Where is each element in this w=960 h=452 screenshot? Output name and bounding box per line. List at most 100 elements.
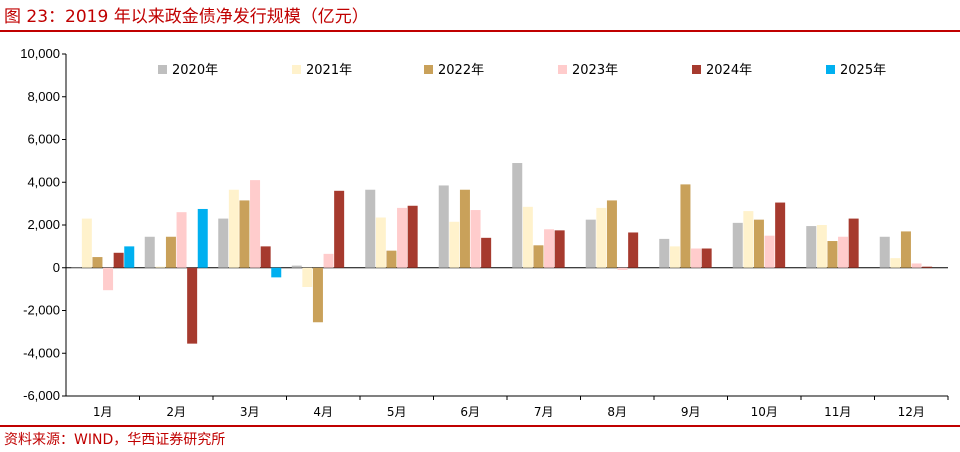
bar — [900, 231, 911, 268]
chart-axes: 10,000 8,000 6,000 4,000 2,000 0 -2,000 -4,000 -… — [20, 46, 949, 419]
legend-label: 2023年 — [572, 63, 618, 78]
x-tick-label: 12月 — [898, 405, 925, 419]
bar — [806, 226, 817, 268]
footer-divider — [0, 425, 960, 427]
chart-legend: 2020年 2021年 2022年 2023年 2024年 2025年 — [158, 63, 886, 78]
y-tick-label: 0 — [53, 260, 60, 275]
bar — [197, 208, 208, 268]
y-tick-label: 4,000 — [27, 174, 60, 189]
bar — [165, 236, 176, 268]
bar — [922, 266, 933, 268]
bar — [365, 189, 376, 268]
chart-title: 图 23：2019 年以来政金债净发行规模（亿元） — [4, 7, 369, 27]
legend-label: 2025年 — [840, 63, 886, 78]
x-tick-label: 11月 — [824, 405, 851, 419]
bar — [848, 218, 859, 268]
bar — [617, 267, 628, 270]
x-tick-label: 9月 — [681, 405, 701, 419]
bar — [481, 237, 492, 268]
legend-label: 2021年 — [306, 63, 352, 78]
bar — [691, 248, 702, 268]
bar — [669, 246, 680, 268]
x-tick-label: 8月 — [607, 405, 627, 419]
bar — [544, 229, 555, 268]
bar — [375, 217, 386, 268]
x-tick-label: 10月 — [751, 405, 778, 419]
bar — [250, 180, 261, 268]
x-tick-label: 6月 — [460, 405, 480, 419]
bar — [312, 267, 323, 323]
bar — [554, 230, 565, 268]
x-tick-label: 2月 — [166, 405, 186, 419]
x-tick-label: 7月 — [534, 405, 554, 419]
bar — [606, 200, 617, 268]
bar — [302, 267, 313, 287]
bar — [334, 190, 345, 268]
bar — [218, 218, 229, 268]
x-tick-label: 3月 — [240, 405, 260, 419]
bar — [187, 267, 198, 344]
bar — [680, 184, 691, 268]
legend-swatch — [692, 65, 701, 74]
bar — [816, 225, 827, 268]
bar — [103, 267, 114, 291]
bar — [176, 212, 187, 268]
bar — [239, 200, 250, 268]
bar — [155, 266, 166, 268]
legend-label: 2024年 — [706, 63, 752, 78]
bar — [596, 207, 607, 268]
bar — [732, 222, 743, 268]
bar — [291, 265, 302, 268]
bar — [271, 267, 282, 278]
legend-swatch — [158, 65, 167, 74]
bar — [459, 189, 470, 268]
y-tick-label: 2,000 — [27, 217, 60, 232]
x-tick-label: 5月 — [387, 405, 407, 419]
y-tick-label: 6,000 — [27, 132, 60, 147]
legend-label: 2020年 — [172, 63, 218, 78]
title-bar: 图 23：2019 年以来政金债净发行规模（亿元） — [0, 0, 960, 30]
source-note: 资料来源：WIND，华西证券研究所 — [4, 432, 226, 448]
y-tick-label: 10,000 — [20, 46, 60, 61]
legend-swatch — [292, 65, 301, 74]
y-tick-label: 8,000 — [27, 89, 60, 104]
bar — [659, 238, 670, 268]
bar — [81, 218, 92, 268]
bar — [879, 236, 890, 268]
chart-bars — [71, 163, 933, 344]
bar — [522, 206, 533, 268]
y-tick-label: -2,000 — [23, 303, 60, 318]
bar — [71, 267, 82, 269]
bar — [323, 253, 334, 268]
bar — [407, 205, 418, 268]
bar — [743, 211, 754, 268]
bar — [775, 202, 786, 268]
bar — [449, 221, 460, 268]
bar — [701, 248, 712, 268]
bar — [533, 245, 544, 268]
y-tick-label: -6,000 — [23, 388, 60, 403]
bar — [228, 189, 239, 268]
bar — [113, 252, 124, 268]
bar — [397, 207, 408, 268]
bar — [260, 246, 271, 268]
bar — [764, 235, 775, 268]
bar — [628, 232, 639, 268]
bar — [438, 185, 449, 268]
bar — [386, 250, 397, 268]
bar — [753, 219, 764, 268]
bar — [838, 236, 849, 268]
bar — [585, 219, 596, 268]
bar — [92, 257, 103, 268]
legend-swatch — [558, 65, 567, 74]
bar — [144, 236, 155, 268]
bar — [124, 246, 135, 268]
title-divider — [0, 30, 960, 32]
y-tick-label: -4,000 — [23, 345, 60, 360]
legend-label: 2022年 — [438, 63, 484, 78]
legend-swatch — [424, 65, 433, 74]
bar — [911, 263, 922, 268]
x-tick-label: 4月 — [313, 405, 333, 419]
bar — [512, 163, 523, 268]
